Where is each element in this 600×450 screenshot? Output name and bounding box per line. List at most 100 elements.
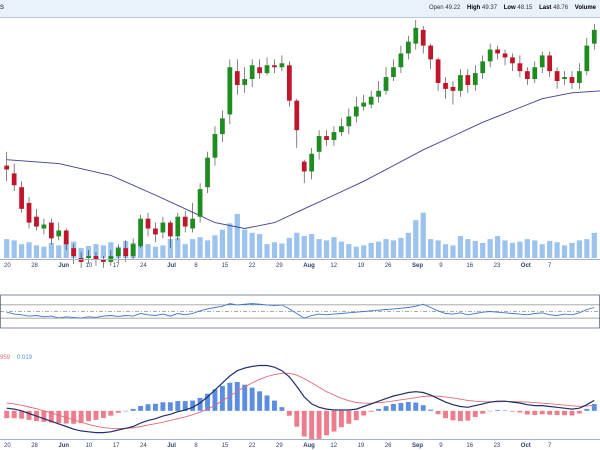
sma-line [6, 90, 600, 229]
volume-bar [33, 245, 40, 258]
volume-bar [435, 240, 441, 258]
macd-legend-value-2: 0.019 [17, 355, 33, 361]
quote-high-label: High [467, 5, 481, 11]
macd-histogram-bar-negative [443, 410, 448, 419]
candle-up [175, 216, 181, 237]
macd-histogram-bar-positive [264, 395, 270, 411]
candle-down [257, 67, 262, 74]
candle-up [249, 65, 255, 80]
macd-histogram-bar-negative [576, 410, 582, 414]
candle-up [383, 77, 389, 91]
candle-up [86, 256, 91, 258]
candle-up [331, 132, 337, 140]
candle-down [547, 55, 553, 72]
macd-histogram-bar-positive [249, 387, 255, 411]
candle-up [205, 157, 210, 188]
macd-x-tick-label: 23 [494, 443, 501, 449]
volume-bar [234, 213, 240, 258]
candle-up [316, 136, 322, 152]
volume-bar [137, 239, 144, 258]
volume-bar [160, 245, 166, 258]
macd-histogram-bar-negative [368, 410, 374, 412]
price-x-tick-label: Oct [521, 263, 531, 269]
volume-bar [465, 239, 471, 258]
macd-histogram-bar-negative [115, 410, 121, 413]
candle-down [63, 230, 69, 245]
candle-down [167, 222, 173, 237]
volume-bar [576, 240, 583, 258]
macd-histogram-bar-negative [93, 410, 99, 420]
candle-down [420, 29, 426, 46]
macd-histogram-bar-negative [353, 410, 359, 421]
candle-up [339, 126, 344, 133]
volume-bar [4, 239, 10, 258]
macd-histogram-bar-positive [138, 405, 144, 411]
price-panel: 20 28 Jun 10 17 24 Jul 8 15 22 29 Aug 12 19 26 Sep 9 16 23… [0, 20, 600, 269]
candle-down [19, 187, 24, 209]
volume-bar [219, 229, 226, 258]
candle-down [524, 71, 530, 80]
candle-up [577, 71, 582, 83]
candle-up [591, 29, 597, 44]
candle-down [182, 216, 188, 227]
candle-up [309, 153, 315, 172]
volume-bar [405, 232, 411, 258]
macd-histogram-bar-positive [391, 404, 396, 411]
volume-bar [524, 239, 530, 258]
candle-up [279, 63, 285, 68]
macd-histogram-bar-negative [517, 410, 523, 413]
macd-histogram-bar-negative [487, 410, 493, 412]
volume-bar [509, 242, 516, 258]
macd-histogram-bar-negative [294, 410, 300, 427]
volume-bar [48, 242, 54, 258]
rsi-panel [0, 294, 600, 329]
candle-up [264, 65, 270, 74]
volume-bar [182, 244, 188, 258]
volume-bar [442, 244, 449, 258]
candle-down [11, 173, 17, 186]
macd-x-tick-label: 19 [358, 443, 365, 449]
quote-bar: s Open 49.22 High 49.37 Low 48.15 Last 4… [0, 0, 600, 18]
macd-histogram-bar-positive [219, 385, 225, 411]
candle-down [153, 228, 158, 235]
volume-bar [26, 242, 32, 258]
candle-up [480, 61, 486, 74]
volume-bar [152, 246, 159, 258]
volume-bar [331, 237, 337, 258]
macd-histogram-bar-positive [591, 404, 597, 411]
rsi-line [6, 303, 595, 319]
volume-bar [175, 237, 181, 258]
macd-histogram-bar-negative [532, 410, 538, 415]
volume-bar [338, 241, 345, 258]
macd-histogram-bar-negative [316, 410, 322, 439]
volume-bar [256, 234, 263, 258]
volume-bar [108, 242, 114, 258]
macd-histogram-bar-negative [4, 410, 10, 419]
volume-bar [591, 232, 597, 258]
price-x-tick-label: 20 [4, 263, 11, 269]
volume-bar [561, 245, 568, 258]
macd-histogram-bar-negative [108, 410, 114, 416]
macd-histogram-bar-negative [78, 410, 84, 424]
price-x-tick-label: Jul [167, 263, 176, 269]
candle-down [272, 65, 277, 68]
volume-bar [264, 244, 270, 258]
macd-histogram-bar-negative [435, 410, 441, 415]
volume-bar [190, 239, 196, 258]
quote-values: Open 49.22 High 49.37 Low 48.15 Last 48.… [429, 5, 596, 11]
macd-histogram-bar-negative [26, 410, 32, 420]
macd-histogram-bar-negative [450, 410, 456, 421]
macd-x-tick-label: 20 [4, 443, 11, 449]
macd-histogram-bar-negative [11, 410, 17, 419]
quote-high-value: 49.37 [482, 5, 498, 11]
macd-histogram-bar-negative [554, 410, 560, 415]
volume-bar [145, 244, 151, 258]
candle-up [353, 106, 359, 117]
candle-down [465, 75, 471, 85]
macd-x-tick-label: 26 [385, 443, 392, 449]
volume-bar [420, 212, 426, 258]
macd-histogram-bar-positive [584, 408, 590, 411]
volume-bar [242, 229, 248, 258]
